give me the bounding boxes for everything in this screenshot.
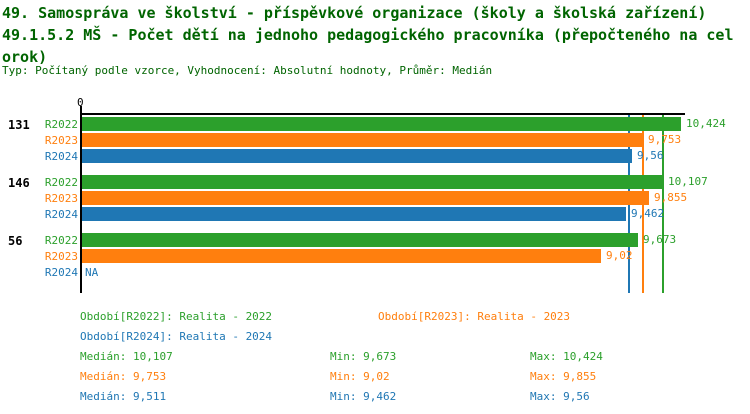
row-period-label: R2024 (44, 266, 78, 279)
bar-r2022 (82, 175, 663, 189)
y-axis-line (80, 106, 82, 293)
page-title-line-2: 49.1.5.2 MŠ - Počet dětí na jednoho peda… (2, 26, 734, 44)
group-label: 56 (8, 234, 23, 248)
row-period-label: R2023 (44, 250, 78, 263)
stat-min-r2024: Min: 9,462 (330, 390, 397, 403)
row-period-label: R2023 (44, 192, 78, 205)
bar-value-label: 9,753 (648, 133, 682, 146)
stat-median-r2024: Medián: 9,511 (80, 390, 167, 403)
row-period-label: R2024 (44, 208, 78, 221)
row-period-label: R2024 (44, 150, 78, 163)
group-label: 131 (8, 118, 30, 132)
stat-max-r2023: Max: 9,855 (530, 370, 597, 383)
bar-chart: 0 131 R2022 10,424 R2023 9,753 R2024 9,56 146 R2… (0, 90, 750, 300)
page-title-line-3: orok) (2, 48, 48, 66)
bar-r2023 (82, 191, 649, 205)
median-line-r2022 (662, 115, 665, 293)
bar-value-label: 9,462 (631, 207, 665, 220)
na-label: NA (85, 266, 99, 279)
bar-r2022 (82, 233, 638, 247)
bar-r2024 (82, 207, 626, 221)
bar-value-label: 9,673 (643, 233, 677, 246)
bar-r2022 (82, 117, 681, 131)
row-period-label: R2022 (44, 176, 78, 189)
bar-value-label: 9,02 (606, 249, 633, 262)
row-period-label: R2023 (44, 134, 78, 147)
x-axis-line (80, 113, 685, 115)
bar-value-label: 10,107 (668, 175, 708, 188)
stat-max-r2024: Max: 9,56 (530, 390, 590, 403)
row-period-label: R2022 (44, 118, 78, 131)
zero-tick-label: 0 (77, 96, 84, 109)
stat-median-r2023: Medián: 9,753 (80, 370, 167, 383)
bar-r2024 (82, 149, 632, 163)
legend-item-r2023: Období[R2023]: Realita - 2023 (378, 310, 571, 323)
page-subtitle: Typ: Počítaný podle vzorce, Vyhodnocení:… (2, 64, 493, 77)
bar-r2023 (82, 133, 643, 147)
stat-min-r2023: Min: 9,02 (330, 370, 390, 383)
bar-value-label: 10,424 (686, 117, 726, 130)
stat-min-r2022: Min: 9,673 (330, 350, 397, 363)
legend-item-r2022: Období[R2022]: Realita - 2022 (80, 310, 273, 323)
legend-item-r2024: Období[R2024]: Realita - 2024 (80, 330, 273, 343)
page-title-line-1: 49. Samospráva ve školství - příspěvkové… (2, 4, 707, 22)
bar-value-label: 9,855 (654, 191, 688, 204)
group-label: 146 (8, 176, 30, 190)
stat-median-r2022: Medián: 10,107 (80, 350, 173, 363)
bar-value-label: 9,56 (637, 149, 664, 162)
row-period-label: R2022 (44, 234, 78, 247)
stat-max-r2022: Max: 10,424 (530, 350, 603, 363)
bar-r2023 (82, 249, 601, 263)
